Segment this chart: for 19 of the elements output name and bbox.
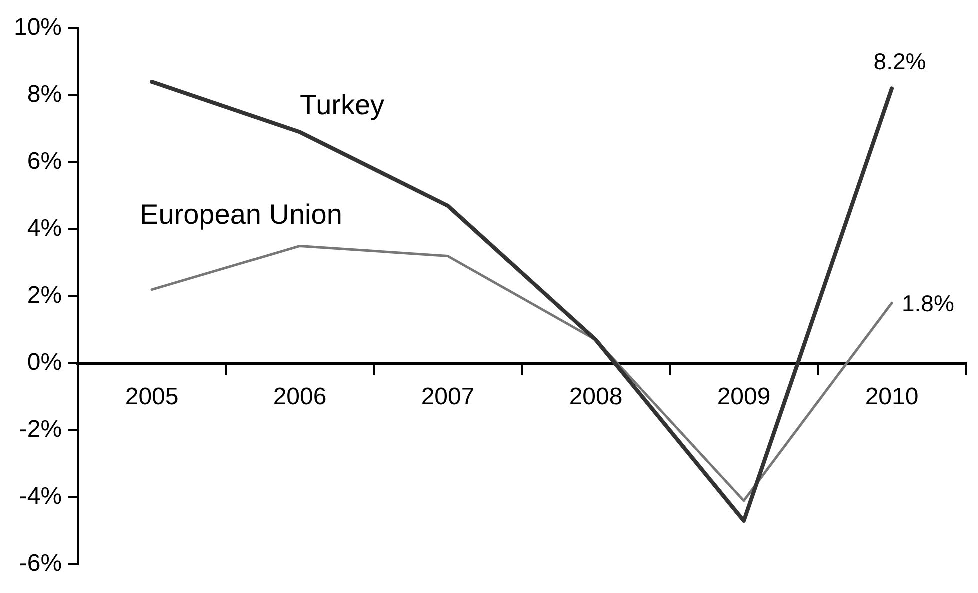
x-tick-label: 2009 xyxy=(717,384,771,411)
x-tick-label: 2005 xyxy=(125,384,179,411)
y-tick-label: 8% xyxy=(27,81,62,108)
data-label: 8.2% xyxy=(874,48,926,75)
y-tick-label: -4% xyxy=(19,483,62,510)
x-tick-label: 2007 xyxy=(421,384,475,411)
y-tick-label: -2% xyxy=(19,416,62,444)
x-tick-label: 2006 xyxy=(273,384,327,411)
y-tick-label: 0% xyxy=(27,349,62,376)
series-label: European Union xyxy=(140,199,342,230)
y-tick-label: 2% xyxy=(27,282,62,310)
x-tick-label: 2008 xyxy=(569,384,623,411)
y-tick-label: -6% xyxy=(19,550,62,578)
series-label: Turkey xyxy=(300,89,385,120)
y-tick-label: 10% xyxy=(14,14,62,42)
x-tick-label: 2010 xyxy=(865,384,919,411)
y-tick-label: 6% xyxy=(27,148,62,176)
y-tick-label: 4% xyxy=(27,215,62,242)
data-label: 1.8% xyxy=(902,290,954,317)
